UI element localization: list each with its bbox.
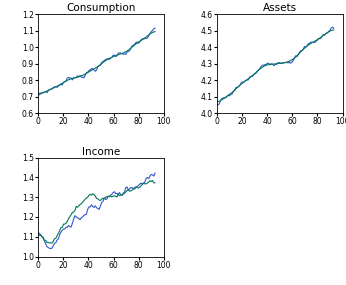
Title: Income: Income xyxy=(82,147,120,157)
Title: Assets: Assets xyxy=(263,3,297,13)
Title: Consumption: Consumption xyxy=(66,3,136,13)
